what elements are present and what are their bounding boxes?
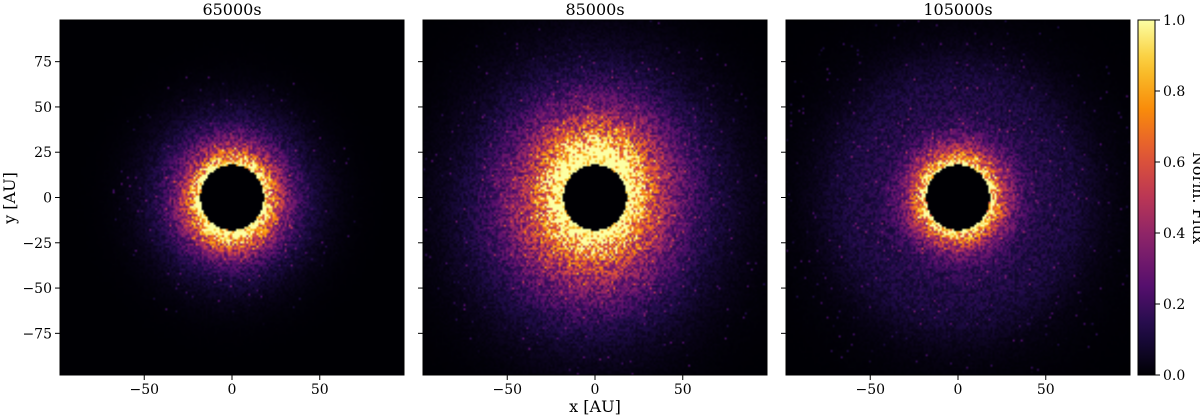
heatmap-image xyxy=(423,20,767,375)
colorbar-tick-label: 0.0 xyxy=(1163,368,1185,384)
colorbar-tick-label: 0.8 xyxy=(1163,84,1185,100)
colorbar-gradient xyxy=(1137,19,1156,376)
x-tick-label: 50 xyxy=(311,382,329,398)
panel-title: 85000s xyxy=(565,0,624,19)
y-tick-label: 75 xyxy=(34,55,52,71)
x-tick-label: −50 xyxy=(855,382,885,398)
heatmap-panel-3: 105000s −50 0 50 xyxy=(781,0,1131,398)
colorbar-label: Norm. Flux xyxy=(1189,152,1200,244)
x-tick-label: −50 xyxy=(129,382,159,398)
x-tick-label: 50 xyxy=(674,382,692,398)
colorbar-tick-label: 0.6 xyxy=(1163,155,1185,171)
y-tick-label: −25 xyxy=(22,236,52,252)
y-tick-label: −75 xyxy=(22,326,52,342)
panel-title: 65000s xyxy=(202,0,261,19)
colorbar-ticks: 0.0 0.2 0.4 0.6 0.8 1.0 xyxy=(1155,13,1185,384)
colorbar-tick-label: 0.4 xyxy=(1163,226,1185,242)
colorbar-tick-label: 1.0 xyxy=(1163,13,1185,29)
heatmap-image xyxy=(786,20,1130,375)
x-tick-label: 0 xyxy=(591,382,600,398)
heatmap-image xyxy=(60,20,404,375)
heatmap-panel-2: 85000s −50 0 50 xyxy=(418,0,768,398)
heatmap-panel-1: 65000s −50 0 50 −75 −50 −25 0 25 50 75 xyxy=(22,0,405,398)
x-tick-label: 0 xyxy=(954,382,963,398)
panel-title: 105000s xyxy=(923,0,992,19)
x-tick-label: 50 xyxy=(1037,382,1055,398)
y-tick-label: −50 xyxy=(22,281,52,297)
x-tick-label: 0 xyxy=(228,382,237,398)
colorbar-tick-label: 0.2 xyxy=(1163,297,1185,313)
y-axis-label: y [AU] xyxy=(0,172,19,225)
y-tick-label: 50 xyxy=(34,100,52,116)
x-tick-label: −50 xyxy=(492,382,522,398)
panels: 65000s −50 0 50 −75 −50 −25 0 25 50 75 85000s −50 0 50… xyxy=(22,0,1131,398)
y-tick-label: 25 xyxy=(34,145,52,161)
y-tick-label: 0 xyxy=(43,191,52,207)
x-axis-label: x [AU] xyxy=(569,397,621,416)
colorbar: 0.0 0.2 0.4 0.6 0.8 1.0 Norm. Flux xyxy=(1137,13,1200,384)
